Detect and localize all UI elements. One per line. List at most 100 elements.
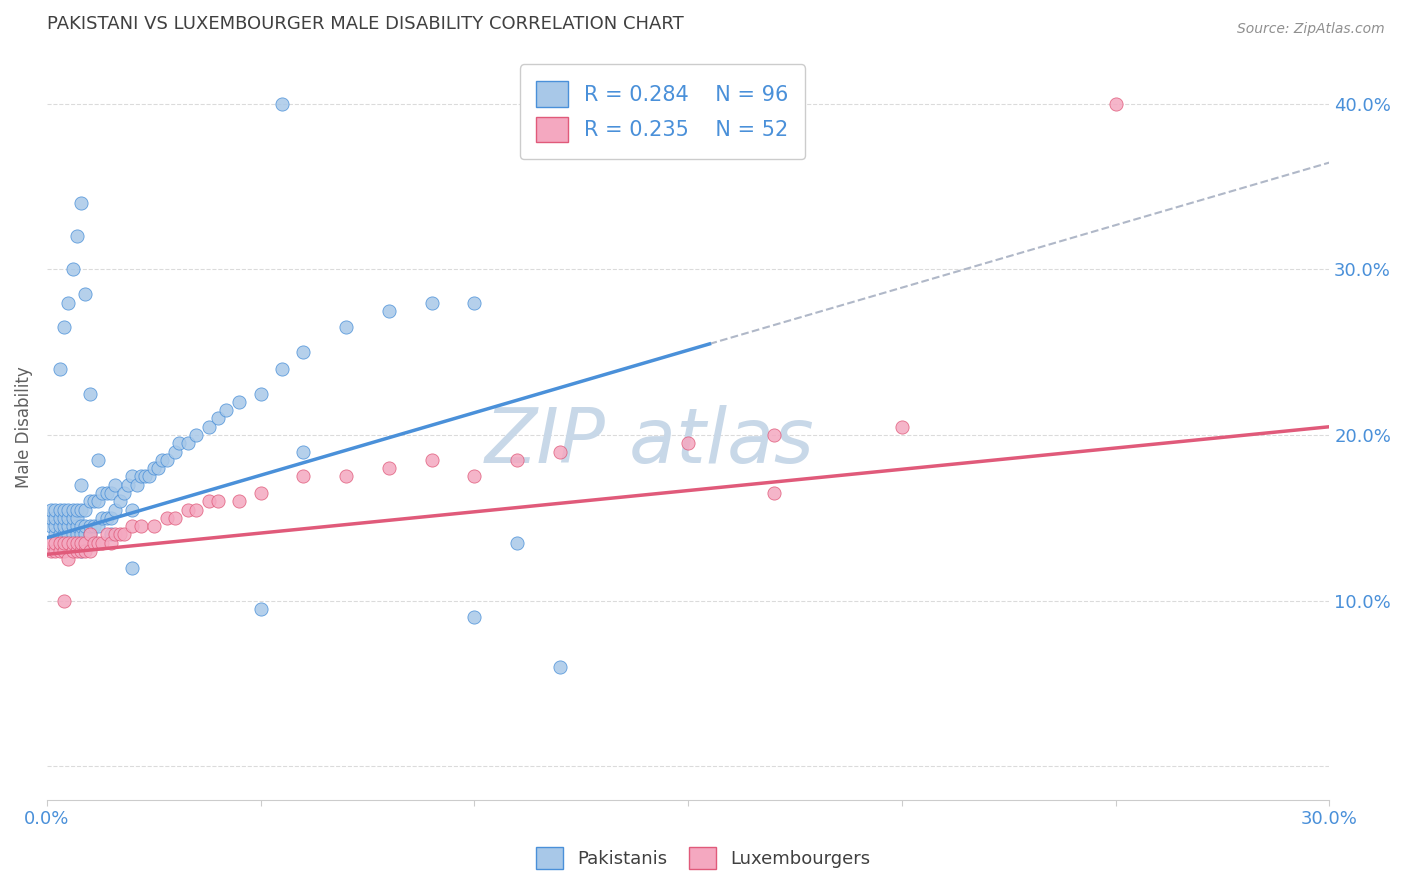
Point [150, 453, 173, 467]
Text: PAKISTANI VS LUXEMBOURGER MALE DISABILITY CORRELATION CHART: PAKISTANI VS LUXEMBOURGER MALE DISABILIT… [46, 15, 683, 33]
Point [48, 519, 70, 533]
Point [215, 403, 238, 417]
Point [249, 486, 271, 500]
Point [70, 535, 93, 549]
Point [75, 535, 97, 549]
Point [58, 535, 80, 549]
Point [146, 461, 169, 475]
Point [48, 361, 70, 376]
Point [53, 502, 76, 516]
Point [79, 544, 101, 558]
Point [66, 519, 89, 533]
Point [44, 502, 66, 516]
Point [39, 535, 62, 549]
Point [548, 444, 571, 458]
Point [75, 519, 97, 533]
Point [117, 477, 139, 491]
Point [155, 453, 177, 467]
Point [75, 527, 97, 541]
Point [121, 519, 143, 533]
Point [66, 511, 89, 525]
Point [44, 544, 66, 558]
Point [62, 519, 84, 533]
Point [207, 411, 229, 425]
Point [53, 519, 76, 533]
Point [53, 511, 76, 525]
Point [108, 494, 131, 508]
Point [87, 519, 110, 533]
Point [378, 303, 401, 318]
Point [96, 486, 118, 500]
Point [66, 544, 89, 558]
Point [79, 527, 101, 541]
Point [58, 519, 80, 533]
Point [75, 502, 97, 516]
Point [108, 527, 131, 541]
Point [762, 486, 785, 500]
Point [292, 345, 315, 359]
Point [506, 453, 529, 467]
Point [121, 560, 143, 574]
Text: Source: ZipAtlas.com: Source: ZipAtlas.com [1237, 22, 1385, 37]
Point [100, 511, 122, 525]
Point [762, 428, 785, 442]
Point [53, 527, 76, 541]
Point [66, 527, 89, 541]
Point [198, 494, 221, 508]
Point [292, 469, 315, 483]
Point [53, 593, 76, 607]
Point [292, 444, 315, 458]
Point [44, 511, 66, 525]
Point [70, 544, 93, 558]
Point [75, 544, 97, 558]
Point [112, 486, 135, 500]
Point [48, 511, 70, 525]
Point [134, 469, 156, 483]
Point [165, 511, 187, 525]
Point [112, 527, 135, 541]
Point [62, 544, 84, 558]
Point [463, 469, 485, 483]
Point [121, 469, 143, 483]
Point [62, 527, 84, 541]
Point [335, 320, 357, 334]
Point [70, 502, 93, 516]
Point [79, 494, 101, 508]
Point [125, 477, 148, 491]
Point [91, 535, 114, 549]
Point [83, 494, 105, 508]
Point [186, 502, 208, 516]
Point [75, 287, 97, 301]
Point [100, 527, 122, 541]
Point [142, 461, 165, 475]
Point [228, 494, 250, 508]
Point [62, 262, 84, 277]
Point [177, 502, 200, 516]
Point [96, 527, 118, 541]
Legend: Pakistanis, Luxembourgers: Pakistanis, Luxembourgers [526, 838, 880, 879]
Point [70, 519, 93, 533]
Point [463, 295, 485, 310]
Point [177, 436, 200, 450]
Point [70, 477, 93, 491]
Point [62, 535, 84, 549]
Y-axis label: Male Disability: Male Disability [15, 366, 32, 488]
Point [79, 519, 101, 533]
Point [271, 96, 294, 111]
Point [44, 535, 66, 549]
Point [58, 295, 80, 310]
Point [142, 519, 165, 533]
Point [83, 519, 105, 533]
Point [378, 461, 401, 475]
Point [79, 386, 101, 401]
Point [66, 229, 89, 244]
Point [87, 453, 110, 467]
Point [66, 502, 89, 516]
Point [44, 527, 66, 541]
Point [70, 527, 93, 541]
Point [186, 428, 208, 442]
Point [249, 602, 271, 616]
Point [58, 535, 80, 549]
Point [121, 502, 143, 516]
Point [420, 295, 443, 310]
